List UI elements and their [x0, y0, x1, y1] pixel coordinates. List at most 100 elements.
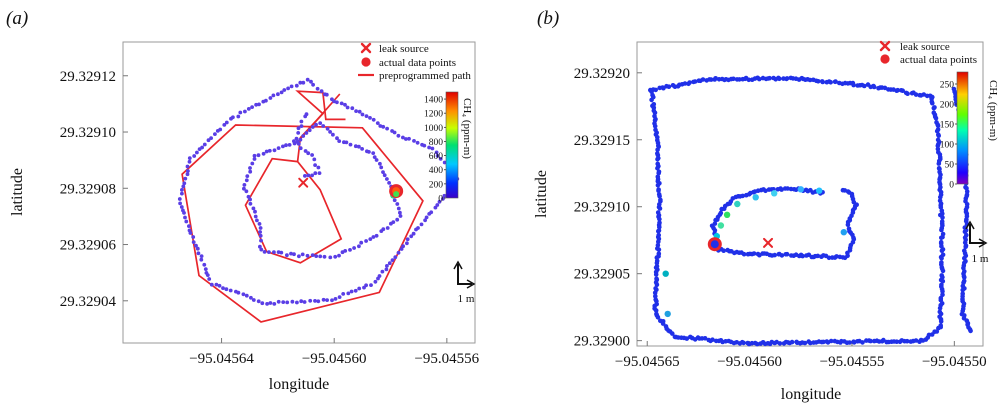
data-point — [306, 173, 311, 178]
data-point — [256, 153, 261, 158]
data-point — [264, 149, 269, 154]
data-point — [378, 124, 383, 128]
data-point — [740, 76, 745, 82]
data-point — [311, 82, 315, 87]
data-point — [265, 302, 269, 306]
data-point — [655, 147, 660, 153]
data-point — [317, 171, 322, 176]
data-point-high — [717, 222, 725, 229]
data-point — [652, 290, 658, 296]
data-point — [657, 216, 662, 222]
colorbar-tick-label: 100 — [940, 141, 955, 151]
data-point — [310, 253, 315, 257]
colorbar-tick-label: 150 — [940, 121, 955, 131]
data-point — [719, 206, 724, 212]
data-point — [202, 262, 207, 267]
data-point — [775, 187, 781, 192]
panel-a-colorbar: 0 200 400 600 800 1000 1200 1400 CH₄ (ppm-m) — [424, 91, 473, 205]
data-point — [183, 215, 187, 220]
data-point — [913, 338, 919, 343]
data-point — [380, 269, 385, 274]
data-point — [259, 247, 264, 252]
data-point — [364, 239, 368, 243]
data-point — [310, 173, 314, 178]
data-point — [203, 267, 208, 271]
data-point — [339, 101, 344, 106]
legend-b-leak-source-icon — [879, 40, 891, 52]
data-point — [712, 77, 717, 82]
data-point — [865, 82, 871, 87]
ytick-label: 29.32900 — [574, 334, 630, 350]
data-point — [392, 198, 397, 203]
data-point — [331, 132, 335, 137]
data-point — [374, 158, 379, 162]
legend-leak-source-icon — [360, 42, 372, 54]
data-point — [779, 253, 785, 258]
data-point — [252, 157, 257, 161]
data-point — [186, 169, 190, 173]
data-point — [330, 97, 334, 102]
data-point — [180, 191, 184, 196]
data-point — [304, 131, 309, 135]
data-point — [251, 206, 256, 211]
data-point — [364, 283, 368, 288]
data-point — [401, 135, 405, 140]
panel-b: (b) −95.04565 −95.04560 −95.04555 −95.04550… — [533, 8, 999, 403]
colorbar-tick-label: 400 — [429, 166, 444, 176]
data-point — [654, 260, 660, 266]
data-point — [847, 340, 852, 345]
data-point — [881, 337, 886, 343]
data-point — [395, 217, 400, 222]
data-point — [917, 92, 923, 98]
data-point — [704, 78, 709, 83]
data-point-high — [771, 190, 778, 197]
panel-a-frame — [122, 41, 476, 344]
data-point — [657, 85, 662, 91]
data-point — [244, 178, 249, 183]
data-point — [424, 215, 429, 220]
data-point — [430, 146, 435, 151]
data-point — [359, 240, 364, 245]
data-point — [364, 114, 369, 118]
data-point — [691, 79, 696, 85]
data-point — [298, 80, 303, 85]
data-point — [656, 239, 661, 244]
data-point — [185, 164, 190, 169]
data-point-high — [393, 191, 400, 198]
data-point — [937, 309, 943, 315]
data-point — [655, 166, 660, 171]
data-point — [315, 86, 320, 91]
data-point — [360, 112, 365, 117]
data-point — [398, 214, 403, 218]
panel-a-label: (a) — [6, 8, 28, 29]
data-point — [401, 244, 405, 249]
data-point — [314, 254, 319, 258]
data-point — [771, 75, 776, 81]
data-point — [429, 210, 434, 215]
data-point — [236, 114, 241, 119]
data-point — [299, 119, 304, 124]
data-point — [284, 143, 288, 148]
data-point — [184, 219, 189, 224]
data-point — [899, 88, 904, 93]
data-point — [713, 217, 718, 223]
data-point — [257, 222, 262, 226]
data-point — [305, 77, 310, 82]
data-point — [375, 121, 380, 125]
data-point — [350, 106, 355, 111]
data-point — [281, 300, 286, 304]
data-point — [382, 173, 387, 178]
data-point — [931, 110, 937, 115]
data-point — [289, 84, 294, 89]
legend-b-data-points-icon — [880, 54, 890, 64]
panel-b-markers — [707, 237, 774, 252]
data-point — [427, 145, 431, 150]
data-point — [276, 146, 281, 151]
colorbar-tick-label: 200 — [429, 180, 444, 190]
data-point — [333, 254, 338, 259]
ytick-label: 29.32905 — [574, 267, 630, 283]
data-point — [294, 83, 299, 88]
data-point — [963, 244, 968, 249]
data-point — [313, 171, 318, 176]
data-point — [437, 199, 442, 204]
